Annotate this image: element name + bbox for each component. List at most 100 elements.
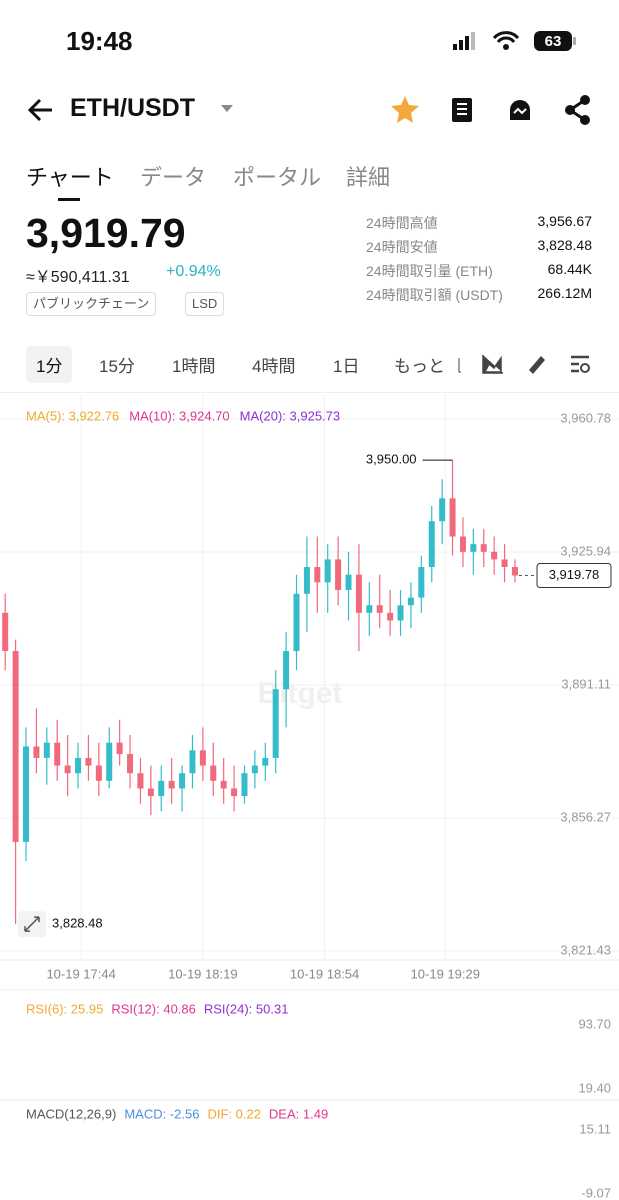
candle-body <box>511 567 518 576</box>
candle-body <box>168 780 175 789</box>
candle-body <box>345 574 352 590</box>
candle-body <box>220 780 227 789</box>
ma-legend: MA(5): 3,922.76 <box>26 408 119 423</box>
candle-body <box>231 788 238 797</box>
stat-label: 24時間取引量 (ETH) <box>366 263 493 279</box>
tab[interactable]: チャート <box>26 165 114 190</box>
candle-body <box>480 544 487 552</box>
pair-dropdown[interactable] <box>220 104 234 114</box>
share-icon[interactable] <box>565 95 590 125</box>
stat-label: 24時間高値 <box>366 215 438 231</box>
rsi-tick-label: 93.70 <box>578 1016 611 1031</box>
candle-body <box>501 559 508 568</box>
candle-body <box>272 689 279 758</box>
candle-body <box>449 498 456 537</box>
tag[interactable]: LSD <box>185 292 225 316</box>
chart-tools <box>456 354 590 374</box>
candle-body <box>85 757 92 766</box>
indicator-legend: RSI(24): 50.31 <box>204 1001 289 1016</box>
candle-body <box>418 567 425 598</box>
last-price-label: 3,919.78 <box>549 567 600 582</box>
pair-title[interactable]: ETH/USDT <box>70 94 195 122</box>
candle-body <box>335 559 342 590</box>
candle-body <box>366 605 373 613</box>
y-tick-label: 3,960.78 <box>560 410 611 425</box>
indicator-legend: DEA: 1.49 <box>269 1106 328 1121</box>
tab[interactable]: 詳細 <box>346 165 391 190</box>
indicator-legend: DIF: 0.22 <box>207 1106 260 1121</box>
candle-body <box>376 605 383 613</box>
back-button[interactable] <box>26 96 56 124</box>
interval[interactable]: 1時間 <box>172 357 216 376</box>
macd-tick-label: 15.11 <box>579 1121 611 1136</box>
candle-body <box>241 773 248 797</box>
interval[interactable]: 4時間 <box>252 357 296 376</box>
x-tick-label: 10-19 19:29 <box>411 966 480 981</box>
tab[interactable]: データ <box>140 165 207 190</box>
candle-body <box>491 551 498 560</box>
favorite-star[interactable] <box>391 96 419 123</box>
settings-icon[interactable] <box>571 355 589 373</box>
x-tick-label: 10-19 17:44 <box>46 966 115 981</box>
candle-body <box>470 544 477 552</box>
candle-body <box>459 536 466 552</box>
interval[interactable]: 1日 <box>333 357 360 376</box>
candle-body <box>189 750 196 774</box>
candle-body <box>54 742 61 766</box>
draw-icon[interactable] <box>529 356 545 374</box>
interval[interactable]: 1分 <box>26 346 73 383</box>
candle-body <box>210 765 217 781</box>
candle-body <box>147 788 154 797</box>
ma-legend: MA(20): 3,925.73 <box>240 408 340 423</box>
chart: 3,960.78 3,925.94 3,891.11 3,856.27 3,821.43… <box>0 395 619 1200</box>
x-tick-label: 10-19 18:19 <box>168 966 237 981</box>
chart-type-icon[interactable] <box>482 355 503 374</box>
candle-body <box>43 742 50 758</box>
candle-body <box>355 574 362 613</box>
candle-body <box>12 651 19 842</box>
stat-label: 24時間取引額 (USDT) <box>366 287 503 303</box>
candle-body <box>199 750 206 766</box>
watermark: Bitget <box>258 677 343 710</box>
candle-body <box>251 765 258 774</box>
stat-value: 266.12M <box>537 285 592 301</box>
header-actions <box>391 95 590 125</box>
divider <box>0 392 619 393</box>
stat-value: 3,828.48 <box>537 237 593 253</box>
indicator-legend: MACD: -2.56 <box>124 1106 199 1121</box>
candle-body <box>95 765 102 781</box>
interval[interactable]: 15分 <box>99 357 135 376</box>
low-label: 3,828.48 <box>52 916 103 931</box>
candle-body <box>33 746 40 758</box>
battery-level: 63 <box>545 33 562 50</box>
candle-body <box>179 773 186 789</box>
status-icons: 63 <box>453 31 576 51</box>
stat-label: 24時間安値 <box>366 239 438 255</box>
fiat-price: ≈￥590,411.31 <box>26 269 130 286</box>
candle-body <box>127 754 134 774</box>
tab[interactable]: ポータル <box>233 165 322 190</box>
high-label: 3,950.00 <box>366 452 417 467</box>
candle-body <box>137 773 144 789</box>
indicator-legend: MACD(12,26,9) <box>26 1106 116 1121</box>
candle-body <box>303 567 310 594</box>
candle-body <box>64 765 71 774</box>
low-icon <box>24 916 40 932</box>
interval[interactable]: もっと <box>394 357 445 376</box>
candle-body <box>428 521 435 568</box>
candle-body <box>262 757 269 766</box>
stat-value: 3,956.67 <box>537 213 593 229</box>
candle-body <box>387 612 394 621</box>
macd-tick-label: -9.07 <box>581 1185 611 1200</box>
tag[interactable]: パブリックチェーン <box>26 292 157 316</box>
last-price: 3,919.79 <box>26 210 186 256</box>
last-price-box <box>536 563 612 589</box>
status-time: 19:48 <box>66 26 133 56</box>
candle-body <box>106 742 113 781</box>
candle-body <box>397 605 404 621</box>
candle-body <box>324 559 331 583</box>
candle-body <box>283 651 290 690</box>
candle-body <box>2 612 9 652</box>
ma-legend: MA(10): 3,924.70 <box>129 408 229 423</box>
